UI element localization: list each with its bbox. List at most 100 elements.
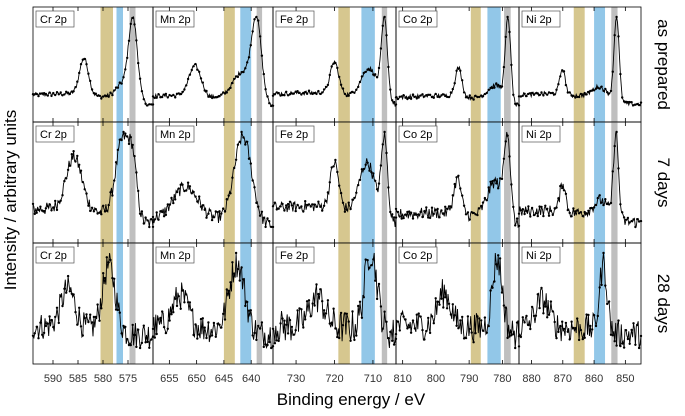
data-point xyxy=(37,94,40,98)
data-point xyxy=(594,203,598,207)
data-point xyxy=(423,338,426,341)
data-point xyxy=(174,297,177,300)
data-point xyxy=(249,44,252,47)
data-point xyxy=(561,186,564,190)
data-point xyxy=(591,89,594,92)
data-point xyxy=(317,89,320,93)
data-point xyxy=(497,254,500,257)
data-point xyxy=(183,88,186,91)
data-point xyxy=(222,91,225,94)
data-point xyxy=(594,87,598,90)
data-point xyxy=(406,327,409,330)
data-point xyxy=(177,92,180,95)
data-point xyxy=(302,210,305,213)
data-point xyxy=(315,92,318,96)
data-point xyxy=(113,179,116,182)
data-point xyxy=(527,205,530,208)
data-point xyxy=(332,165,335,168)
data-point xyxy=(330,321,333,324)
data-point xyxy=(89,313,92,316)
data-point xyxy=(536,92,539,95)
data-point xyxy=(185,293,188,296)
data-point xyxy=(138,77,142,80)
data-point xyxy=(135,39,138,42)
element-label-box xyxy=(275,10,315,28)
data-point xyxy=(65,177,68,180)
data-point xyxy=(131,16,134,20)
data-point xyxy=(140,210,144,213)
data-point xyxy=(375,76,379,79)
data-point xyxy=(413,213,417,216)
data-point xyxy=(546,316,549,319)
band-grey xyxy=(504,122,511,243)
data-point xyxy=(253,331,256,335)
data-point xyxy=(55,306,59,309)
data-point xyxy=(210,334,214,337)
data-point xyxy=(566,208,569,212)
data-point xyxy=(622,100,626,103)
data-point xyxy=(444,205,447,208)
data-point xyxy=(242,278,245,281)
data-point xyxy=(129,136,132,139)
data-point xyxy=(315,205,318,208)
data-point xyxy=(525,314,528,318)
data-point xyxy=(172,201,175,205)
data-point xyxy=(559,75,562,78)
data-point xyxy=(142,324,145,327)
data-point xyxy=(442,306,445,309)
data-point xyxy=(564,83,568,87)
data-point xyxy=(576,317,579,320)
tick-label: 645 xyxy=(215,373,233,385)
data-point xyxy=(432,212,435,216)
data-point xyxy=(495,263,498,266)
data-point xyxy=(447,205,451,208)
data-point xyxy=(183,301,186,304)
data-point xyxy=(487,186,490,189)
data-point xyxy=(434,92,437,96)
data-point xyxy=(124,68,127,71)
data-point xyxy=(244,304,247,308)
data-point xyxy=(281,317,284,320)
data-point xyxy=(255,338,258,342)
data-point xyxy=(445,95,449,99)
data-point xyxy=(196,200,199,203)
data-point xyxy=(122,76,125,79)
data-point xyxy=(596,314,599,318)
data-point xyxy=(233,77,236,81)
data-point xyxy=(283,94,286,97)
element-label-text: Mn 2p xyxy=(160,250,191,262)
data-point xyxy=(124,132,127,135)
data-point xyxy=(634,225,637,229)
data-point xyxy=(298,206,301,210)
data-point xyxy=(377,66,381,70)
band-grey xyxy=(256,122,263,243)
data-point xyxy=(90,321,94,324)
data-point xyxy=(609,89,613,93)
tick-label: 780 xyxy=(493,373,511,385)
data-point xyxy=(161,310,164,313)
data-point xyxy=(343,92,347,96)
data-point xyxy=(222,312,225,316)
data-point xyxy=(74,160,77,163)
data-point xyxy=(170,196,173,200)
tick-label: 860 xyxy=(585,373,603,385)
data-point xyxy=(523,92,526,96)
data-point xyxy=(322,88,326,91)
data-point xyxy=(216,95,219,99)
data-point xyxy=(637,103,641,107)
data-point xyxy=(78,306,81,309)
data-point xyxy=(555,206,558,209)
data-point xyxy=(347,201,350,204)
data-point xyxy=(105,256,109,259)
data-point xyxy=(360,75,364,78)
data-point xyxy=(186,77,190,81)
band-grey xyxy=(611,243,618,364)
data-point xyxy=(585,93,588,96)
data-point xyxy=(266,217,269,220)
data-point xyxy=(42,209,46,213)
tick-label: 710 xyxy=(364,373,382,385)
data-point xyxy=(440,209,443,212)
tick-label: 575 xyxy=(119,373,137,385)
data-point xyxy=(196,337,199,340)
data-point xyxy=(227,88,230,91)
